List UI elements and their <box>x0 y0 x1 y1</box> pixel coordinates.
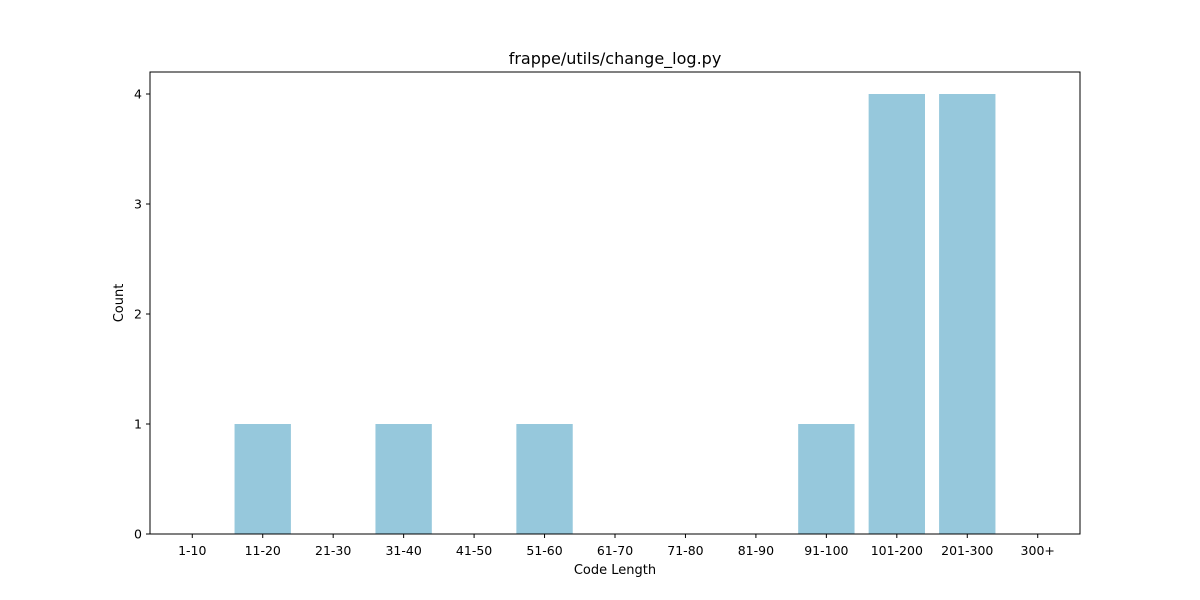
x-tick-label: 71-80 <box>667 543 703 558</box>
bar-31-40 <box>375 424 432 534</box>
y-tick-label: 1 <box>134 417 142 432</box>
bar-11-20 <box>234 424 291 534</box>
bar-91-100 <box>798 424 855 534</box>
x-tick-label: 201-300 <box>941 543 993 558</box>
x-tick-label: 41-50 <box>456 543 492 558</box>
x-tick-label: 91-100 <box>804 543 848 558</box>
x-tick-label: 31-40 <box>385 543 421 558</box>
y-tick-label: 2 <box>134 307 142 322</box>
x-tick-label: 300+ <box>1021 543 1055 558</box>
x-tick-label: 1-10 <box>178 543 206 558</box>
bar-51-60 <box>516 424 573 534</box>
x-tick-group: 1-10 11-20 21-30 31-40 41-50 51-60 61-70 71-80 8… <box>178 534 1055 558</box>
bars-group <box>234 94 996 534</box>
y-tick-label: 4 <box>134 87 142 102</box>
y-tick-label: 0 <box>134 527 142 542</box>
x-tick-label: 51-60 <box>526 543 562 558</box>
y-tick-label: 3 <box>134 197 142 212</box>
plot-area-frame <box>149 71 1081 535</box>
x-tick-label: 101-200 <box>871 543 923 558</box>
chart-title: frappe/utils/change_log.py <box>509 49 722 69</box>
x-tick-label: 21-30 <box>315 543 351 558</box>
bar-201-300 <box>939 94 996 534</box>
x-axis-label: Code Length <box>574 563 656 578</box>
y-tick-group: 0 1 2 3 4 <box>134 87 150 542</box>
y-axis-label: Count <box>112 284 127 323</box>
x-tick-label: 81-90 <box>738 543 774 558</box>
x-tick-label: 11-20 <box>245 543 281 558</box>
x-tick-label: 61-70 <box>597 543 633 558</box>
bar-101-200 <box>868 94 925 534</box>
